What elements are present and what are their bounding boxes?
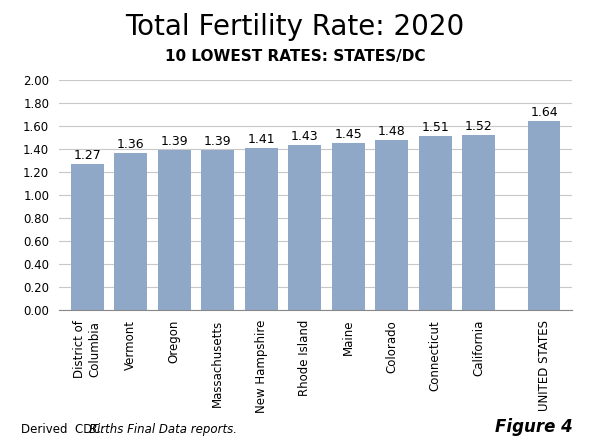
Text: 1.41: 1.41 [247,132,275,146]
Text: Total Fertility Rate: 2020: Total Fertility Rate: 2020 [125,13,465,41]
Text: 1.36: 1.36 [117,138,145,152]
Text: 1.45: 1.45 [335,128,362,141]
Bar [114,153,147,310]
Text: Figure 4: Figure 4 [494,418,572,436]
Text: 1.43: 1.43 [291,130,319,144]
Bar [245,148,277,310]
Text: Births Final Data reports.: Births Final Data reports. [88,424,237,436]
Bar [289,145,321,310]
Bar [375,140,408,310]
Text: Derived  CDC:: Derived CDC: [21,424,108,436]
Text: 1.39: 1.39 [160,135,188,148]
Text: 1.27: 1.27 [73,149,101,162]
Bar [158,150,191,310]
Text: 1.51: 1.51 [421,121,449,134]
Text: 1.64: 1.64 [530,106,558,119]
Text: 1.52: 1.52 [465,120,493,133]
Bar [527,121,560,310]
Bar [419,136,451,310]
Bar [332,143,365,310]
Text: 1.48: 1.48 [378,124,406,138]
Text: 10 LOWEST RATES: STATES/DC: 10 LOWEST RATES: STATES/DC [165,49,425,64]
Bar [71,164,104,310]
Bar [463,135,495,310]
Text: 1.39: 1.39 [204,135,232,148]
Bar [201,150,234,310]
